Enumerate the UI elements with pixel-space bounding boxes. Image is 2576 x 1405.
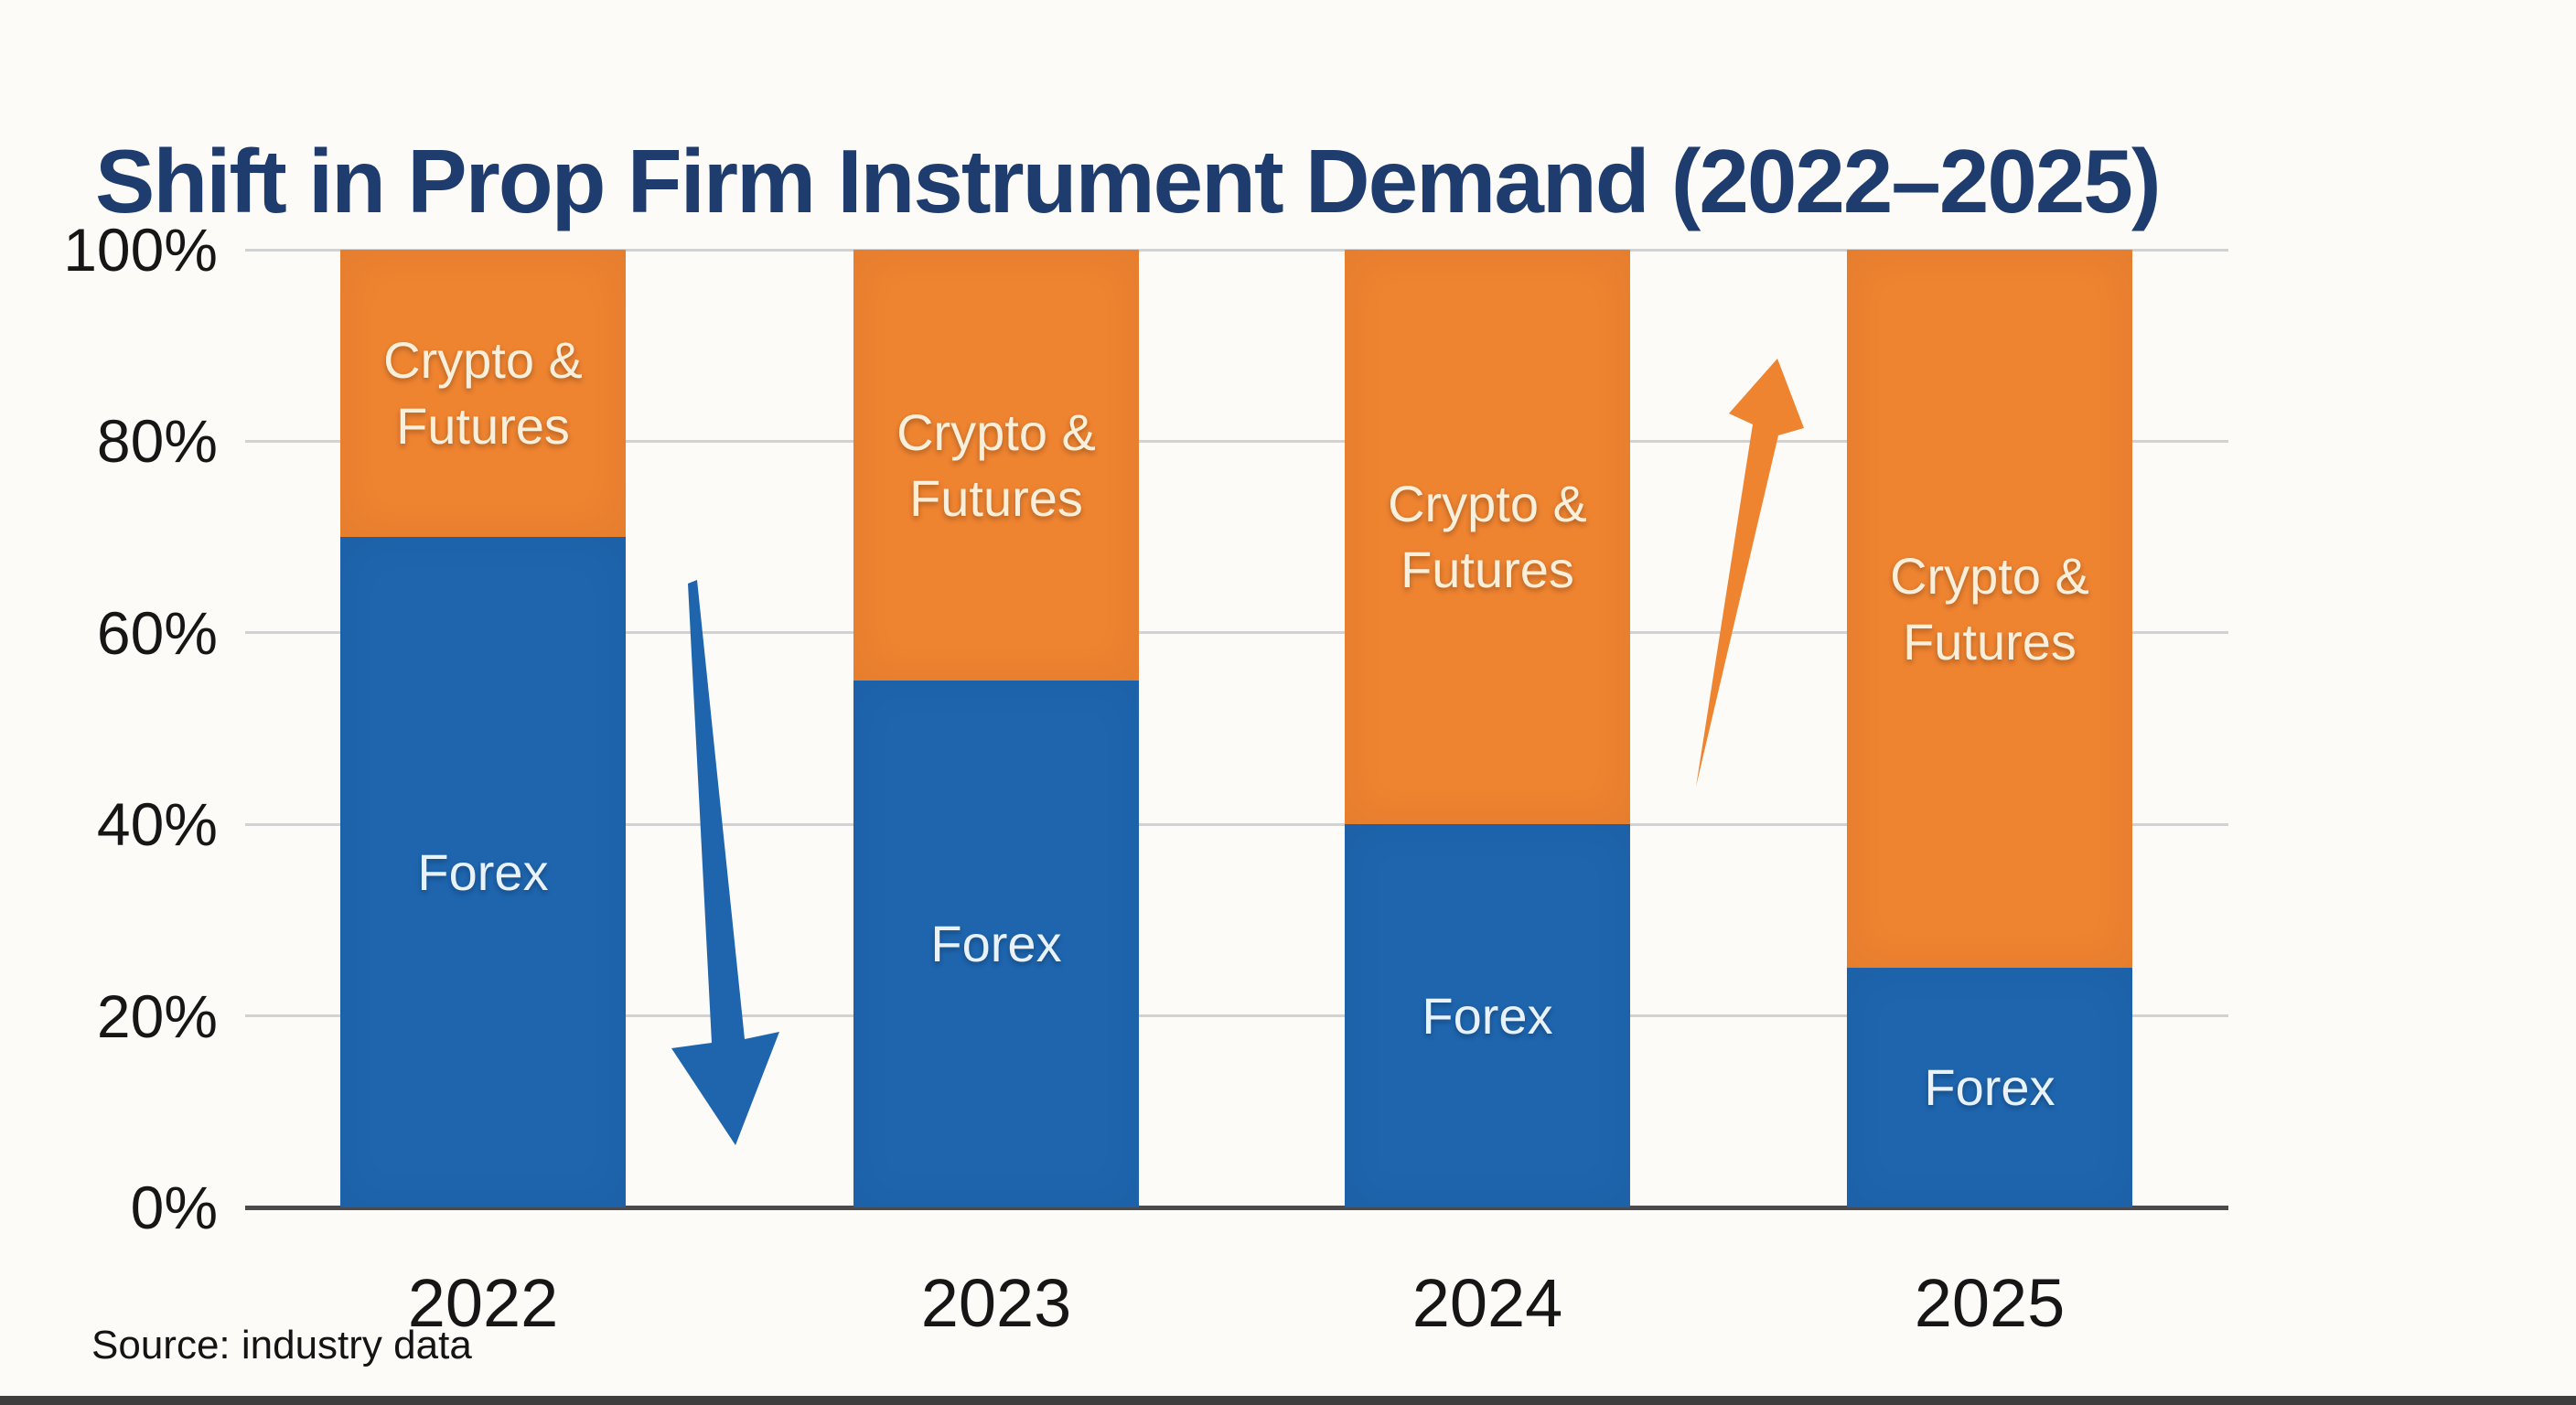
y-axis-tick-label-40: 40%: [96, 790, 218, 859]
x-axis-tick-label-2025: 2025: [1914, 1265, 2066, 1341]
y-axis-tick-label-100: 100%: [63, 216, 218, 284]
bar-segment-2023-crypto-futures: Crypto & Futures: [853, 250, 1139, 681]
segment-label-forex: Forex: [417, 842, 549, 901]
gridline-0: [245, 1205, 2228, 1210]
y-axis-tick-label-80: 80%: [96, 407, 218, 476]
segment-label-crypto-futures: Crypto & Futures: [383, 331, 583, 456]
bar-segment-2022-forex: Forex: [340, 537, 626, 1207]
segment-label-forex: Forex: [1422, 986, 1553, 1045]
segment-label-crypto-futures: Crypto & Futures: [1890, 546, 2089, 670]
y-axis-tick-label-20: 20%: [96, 981, 218, 1050]
chart-title: Shift in Prop Firm Instrument Demand (20…: [95, 130, 2162, 231]
bar-segment-2025-forex: Forex: [1847, 968, 2132, 1207]
segment-label-forex: Forex: [1924, 1058, 2055, 1117]
x-axis-tick-label-2022: 2022: [407, 1265, 559, 1341]
gridline-20: [245, 1014, 2228, 1018]
bottom-edge-strip: [0, 1396, 2576, 1405]
bar-segment-2024-crypto-futures: Crypto & Futures: [1345, 250, 1630, 825]
bar-segment-2023-forex: Forex: [853, 681, 1139, 1207]
x-axis-tick-label-2023: 2023: [920, 1265, 1072, 1341]
gridline-100: [245, 248, 2228, 252]
bar-segment-2025-crypto-futures: Crypto & Futures: [1847, 250, 2132, 969]
gridline-80: [245, 439, 2228, 443]
source-note: Source: industry data: [91, 1323, 472, 1367]
y-axis-tick-label-0: 0%: [130, 1174, 218, 1241]
segment-label-forex: Forex: [930, 915, 1062, 973]
y-axis-tick-label-60: 60%: [96, 598, 218, 667]
gridline-60: [245, 631, 2228, 635]
segment-label-crypto-futures: Crypto & Futures: [896, 402, 1096, 527]
x-axis-tick-label-2024: 2024: [1411, 1265, 1563, 1341]
bar-segment-2024-forex: Forex: [1345, 824, 1630, 1207]
bar-segment-2022-crypto-futures: Crypto & Futures: [340, 250, 626, 538]
gridline-40: [245, 822, 2228, 826]
segment-label-crypto-futures: Crypto & Futures: [1388, 475, 1587, 599]
